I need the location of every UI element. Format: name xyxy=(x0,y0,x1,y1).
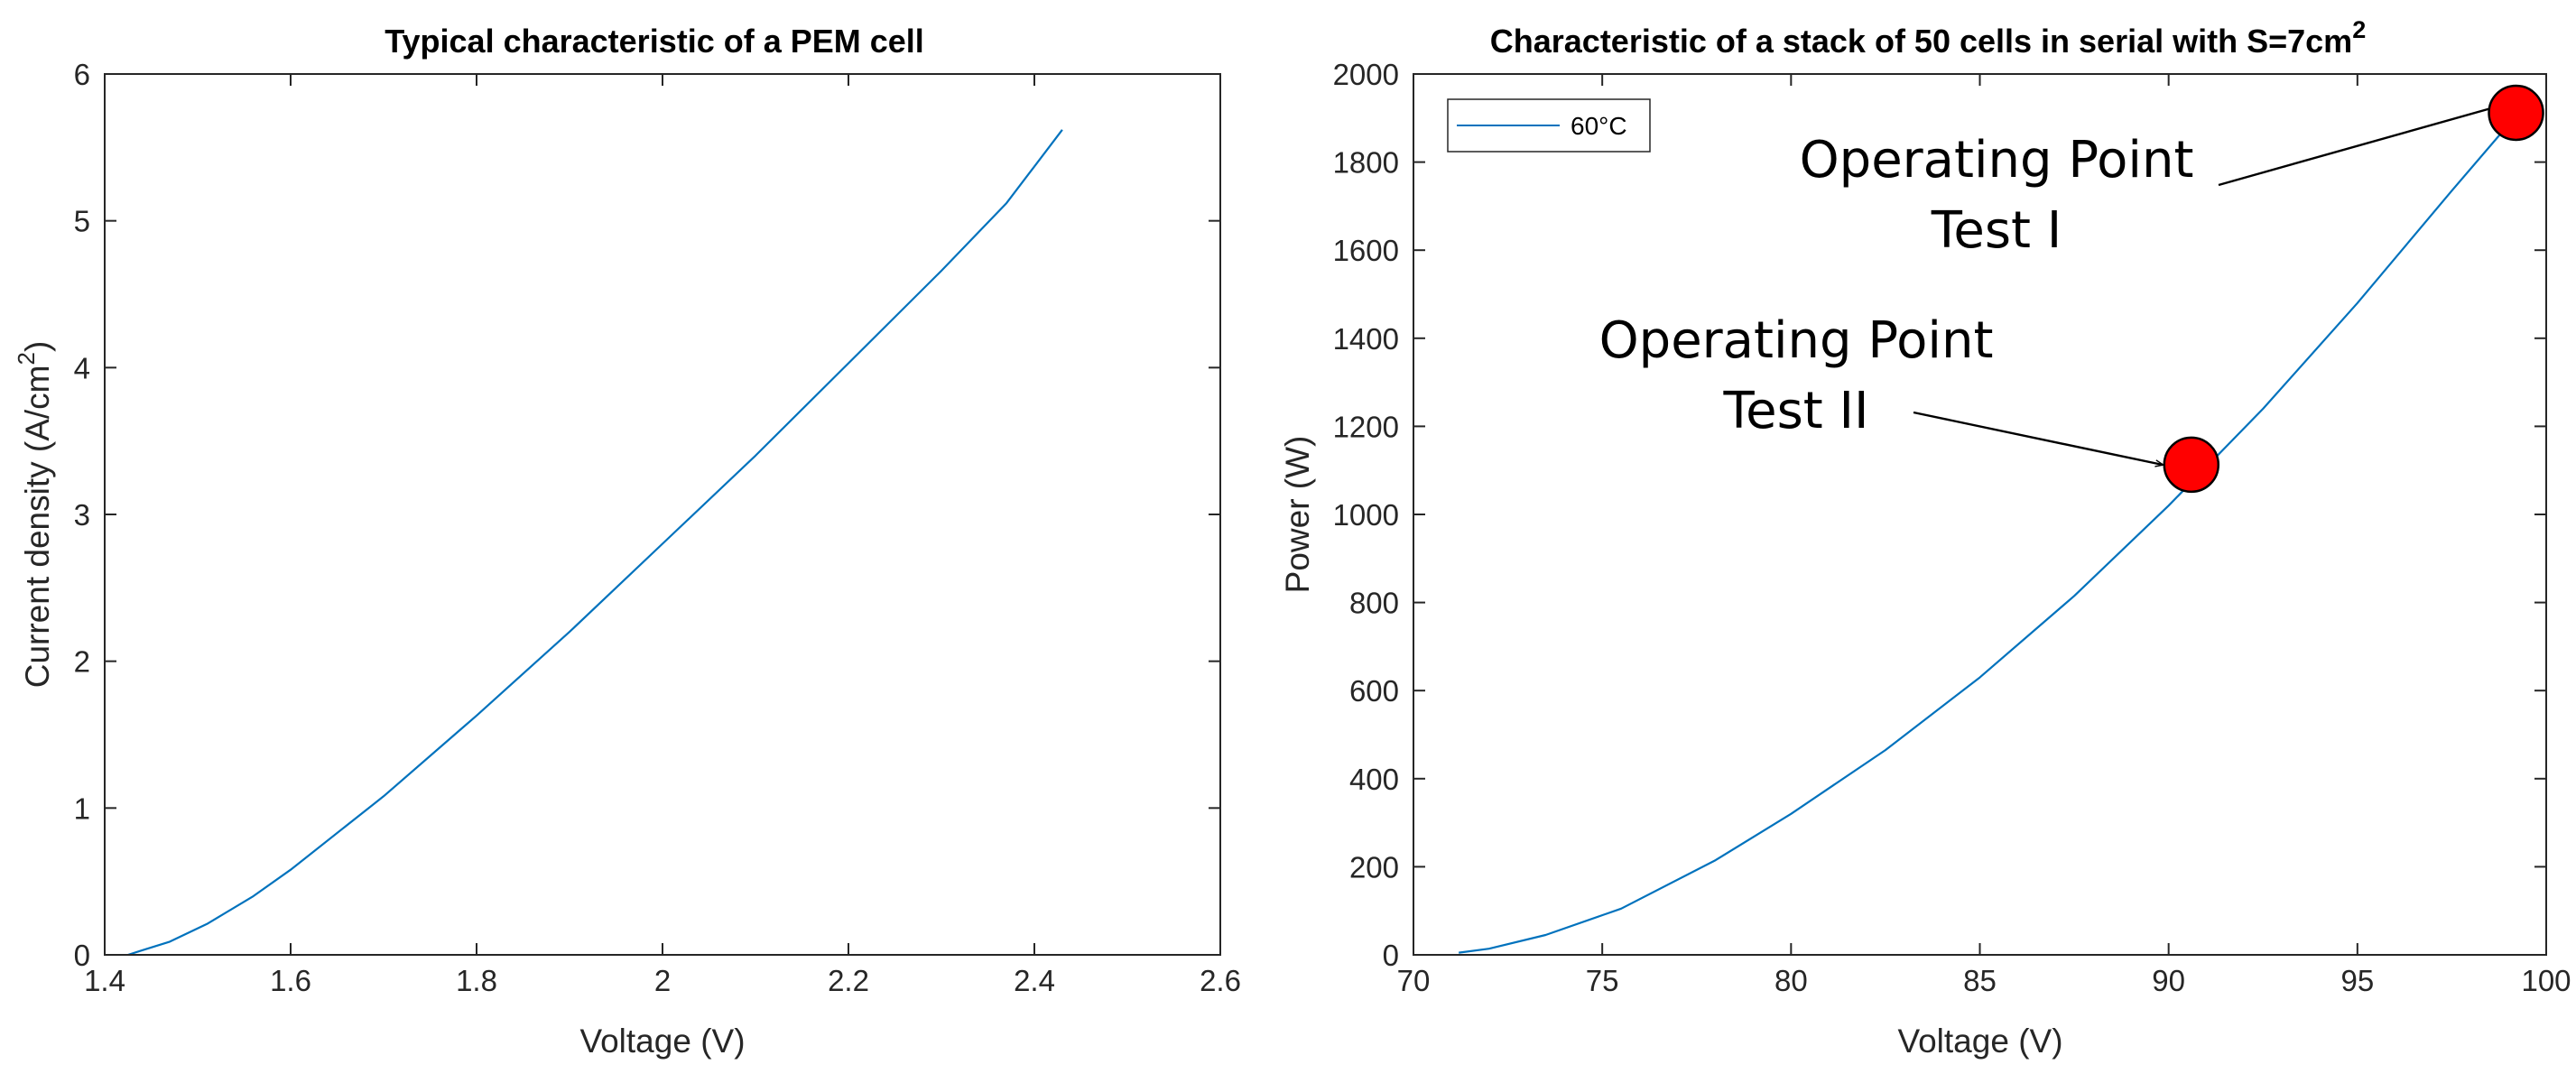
annotation-test-2: Operating Point Test II xyxy=(1599,311,2163,465)
right-series-layer xyxy=(1459,115,2517,954)
annotation-test-2-arrow xyxy=(1913,411,2163,465)
y-tick-label: 2 xyxy=(74,645,90,679)
y-tick-label: 1800 xyxy=(1333,146,1399,180)
right-plot-frame xyxy=(1413,73,2547,956)
y-tick-label: 1600 xyxy=(1333,234,1399,267)
operating-point-marker xyxy=(2488,84,2544,142)
y-tick-label: 600 xyxy=(1349,674,1399,708)
y-tick-label: 0 xyxy=(1383,939,1399,972)
annotation-test-1: Operating Point Test I xyxy=(1800,105,2504,260)
operating-point-markers xyxy=(2163,84,2544,494)
y-tick-label: 800 xyxy=(1349,587,1399,620)
y-tick-label: 5 xyxy=(74,205,90,238)
x-tick-label: 1.4 xyxy=(84,964,125,997)
left-chart: Typical characteristic of a PEM cell 1.4… xyxy=(13,23,1241,1060)
x-tick-label: 100 xyxy=(2521,964,2571,997)
operating-point-marker xyxy=(2163,436,2220,494)
legend-entry-label: 60°C xyxy=(1571,112,1627,140)
left-plot-frame xyxy=(104,73,1221,956)
right-x-axis-label: Voltage (V) xyxy=(1897,1023,2062,1060)
legend: 60°C xyxy=(1447,98,1651,153)
annotation-test-1-line-2: Test I xyxy=(1931,201,2062,260)
annotation-test-1-line-1: Operating Point xyxy=(1800,131,2194,190)
x-tick-label: 75 xyxy=(1586,964,1619,997)
left-x-axis-label: Voltage (V) xyxy=(579,1023,745,1060)
x-tick-label: 85 xyxy=(1963,964,1997,997)
x-tick-label: 2.6 xyxy=(1200,964,1241,997)
x-tick-label: 70 xyxy=(1397,964,1431,997)
annotation-test-2-line-2: Test II xyxy=(1722,382,1868,440)
left-y-axis-label: Current density (A/cm2) xyxy=(13,341,56,689)
y-tick-label: 6 xyxy=(74,58,90,91)
left-series-layer xyxy=(127,129,1063,957)
y-tick-label: 200 xyxy=(1349,850,1399,884)
annotation-test-2-line-1: Operating Point xyxy=(1599,311,1994,370)
y-tick-label: 400 xyxy=(1349,763,1399,796)
y-tick-label: 4 xyxy=(74,351,90,384)
y-tick-label: 0 xyxy=(74,939,90,972)
x-tick-label: 1.6 xyxy=(270,964,311,997)
y-tick-label: 1200 xyxy=(1333,410,1399,443)
x-tick-label: 90 xyxy=(2152,964,2185,997)
x-tick-label: 2.2 xyxy=(828,964,869,997)
annotation-test-1-arrow xyxy=(2218,105,2504,187)
x-tick-label: 2 xyxy=(654,964,671,997)
x-tick-label: 95 xyxy=(2340,964,2374,997)
series-line xyxy=(1459,115,2517,954)
right-ticks-layer: 70 75 80 85 90 95 1000200400600800100012001400… xyxy=(1333,58,2571,997)
y-tick-label: 1000 xyxy=(1333,498,1399,532)
left-chart-title: Typical characteristic of a PEM cell xyxy=(385,23,924,60)
y-tick-label: 1 xyxy=(74,791,90,825)
x-tick-label: 80 xyxy=(1774,964,1808,997)
y-tick-label: 2000 xyxy=(1333,58,1399,91)
y-tick-label: 1400 xyxy=(1333,322,1399,356)
x-tick-label: 2.4 xyxy=(1014,964,1055,997)
left-ticks-layer: 1.4 1.6 1.8 2 2.2 2.4 2.6 0 1 2 3 4 5 6 xyxy=(74,58,1241,997)
x-tick-label: 1.8 xyxy=(456,964,497,997)
right-chart: Characteristic of a stack of 50 cells in… xyxy=(1279,16,2571,1060)
series-line xyxy=(127,129,1063,957)
right-y-axis-label: Power (W) xyxy=(1279,436,1316,594)
right-chart-title: Characteristic of a stack of 50 cells in… xyxy=(1490,16,2366,60)
y-tick-label: 3 xyxy=(74,498,90,532)
